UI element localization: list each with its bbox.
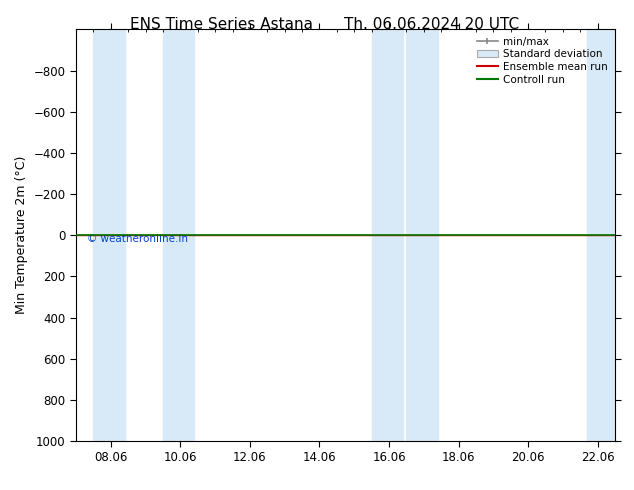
Legend: min/max, Standard deviation, Ensemble mean run, Controll run: min/max, Standard deviation, Ensemble me… (473, 32, 612, 89)
Text: © weatheronline.in: © weatheronline.in (87, 234, 188, 245)
Bar (93, 29, 125, 441)
Text: Th. 06.06.2024 20 UTC: Th. 06.06.2024 20 UTC (344, 17, 519, 32)
Bar (163, 29, 194, 441)
Y-axis label: Min Temperature 2m (°C): Min Temperature 2m (°C) (15, 156, 28, 315)
Bar (372, 29, 403, 441)
Bar (587, 29, 615, 441)
Bar (406, 29, 437, 441)
Text: ENS Time Series Astana: ENS Time Series Astana (131, 17, 313, 32)
